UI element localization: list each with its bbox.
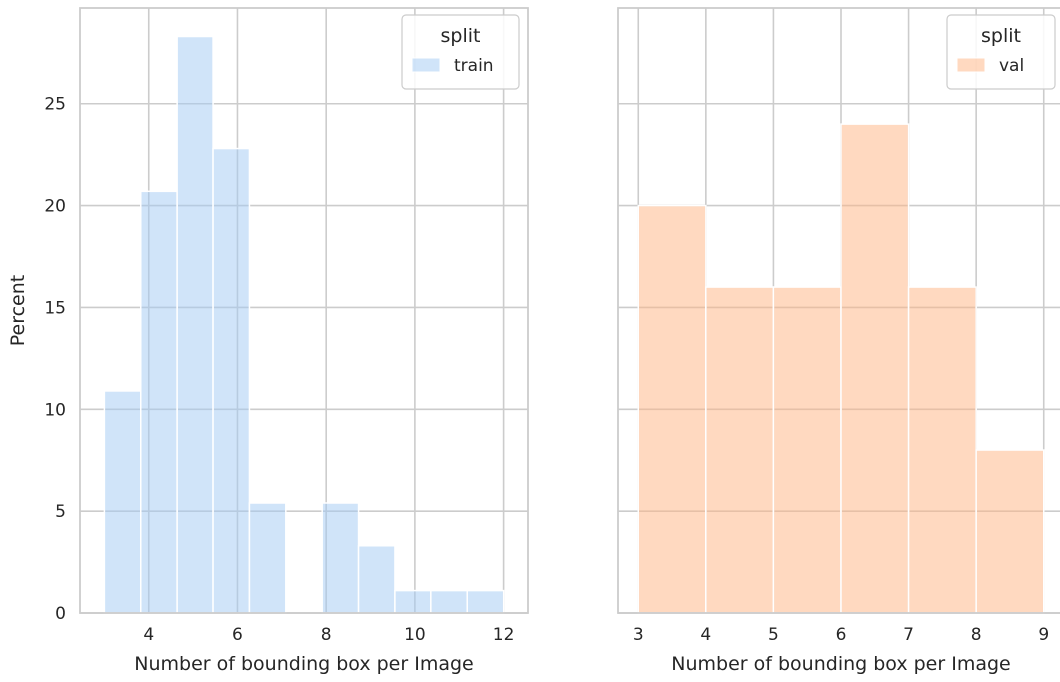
histogram-bar-8 (357, 545, 396, 614)
histogram-bar-10 (430, 589, 468, 614)
x-axis-label: Number of bounding box per Image (134, 653, 473, 675)
histogram-bar-5 (248, 502, 287, 614)
histogram-bar-1 (637, 204, 707, 614)
histogram-bar-5 (907, 286, 977, 614)
x-tick-label: 8 (971, 625, 982, 645)
x-axis-label: Number of bounding box per Image (671, 653, 1010, 675)
y-tick-label: 0 (55, 604, 66, 624)
x-tick-label: 9 (1038, 625, 1049, 645)
axes-frame (79, 7, 529, 614)
x-tick-label: 5 (768, 625, 779, 645)
histogram-bar-4 (212, 147, 251, 614)
histogram-bar-3 (772, 286, 842, 614)
x-tick-label: 4 (700, 625, 711, 645)
legend: split val (946, 14, 1056, 90)
x-tick-label: 3 (633, 625, 644, 645)
x-tick-label: 12 (493, 625, 515, 645)
legend-entry-label: val (999, 56, 1024, 76)
legend-swatch (956, 57, 986, 73)
x-tick-label: 4 (143, 625, 154, 645)
legend-title: split (981, 25, 1021, 47)
y-tick-label: 5 (55, 502, 66, 522)
legend-title: split (441, 25, 481, 47)
legend-entry-label: train (454, 56, 494, 76)
histogram-bar-4 (840, 123, 910, 614)
legend: split train (401, 14, 520, 90)
histogram-bar-1 (103, 390, 142, 614)
histogram-bar-7 (321, 502, 360, 614)
x-tick-label: 7 (903, 625, 914, 645)
y-tick-label: 15 (44, 298, 66, 318)
panel-1: 4 6 8 10 12 0 5 10 15 20 25 Number of bounding box … (7, 7, 529, 675)
x-tick-label: 8 (321, 625, 332, 645)
legend-swatch (411, 57, 441, 73)
x-tick-label: 6 (836, 625, 847, 645)
y-tick-label: 10 (44, 400, 66, 420)
histogram-bar-11 (466, 589, 505, 614)
axes-frame (617, 7, 1060, 614)
histogram-bar-2 (140, 190, 178, 614)
y-axis-label: Percent (7, 275, 29, 347)
x-tick-label: 10 (404, 625, 426, 645)
y-tick-label: 20 (44, 197, 66, 217)
x-tick-label: 6 (232, 625, 243, 645)
y-tick-label: 25 (44, 95, 66, 115)
histogram-bar-2 (705, 286, 775, 614)
histogram-bar-6 (975, 449, 1045, 614)
histogram-bar-9 (394, 589, 432, 614)
panel-2: 3 4 5 6 7 8 9 Number of bounding box per Image s… (617, 7, 1060, 675)
histogram-bar-3 (176, 35, 214, 614)
